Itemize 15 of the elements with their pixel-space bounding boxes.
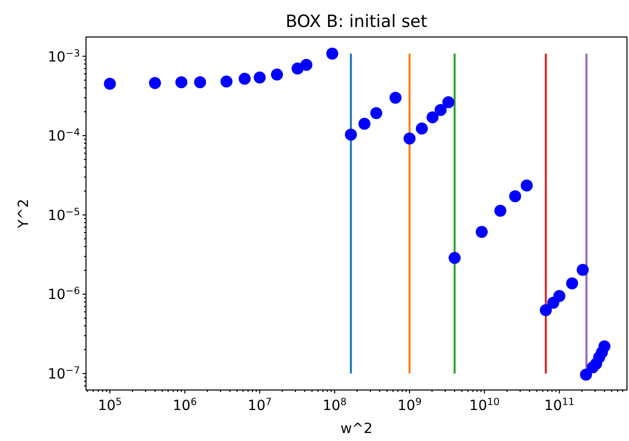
chart-title: BOX B: initial set [286,12,428,32]
x-tick-label: 10$^{8}$ [322,396,347,414]
y-tick-label: 10$^{−3}$ [48,48,80,66]
y-tick-label: 10$^{−6}$ [48,286,80,304]
y-tick-label: 10$^{−5}$ [48,206,80,224]
x-tick-label: 10$^{10}$ [469,396,500,414]
y-axis-title: Y^2 [16,198,32,230]
x-tick-label: 10$^{7}$ [248,396,272,414]
x-tick-label: 10$^{6}$ [172,396,197,414]
y-tick-label: 10$^{−4}$ [48,127,80,145]
x-tick-label: 10$^{5}$ [98,396,122,414]
x-axis-title: w^2 [340,421,373,437]
x-tick-label: 10$^{9}$ [397,396,422,414]
y-tick-label: 10$^{−7}$ [48,365,80,383]
x-tick-label: 10$^{11}$ [544,396,574,414]
